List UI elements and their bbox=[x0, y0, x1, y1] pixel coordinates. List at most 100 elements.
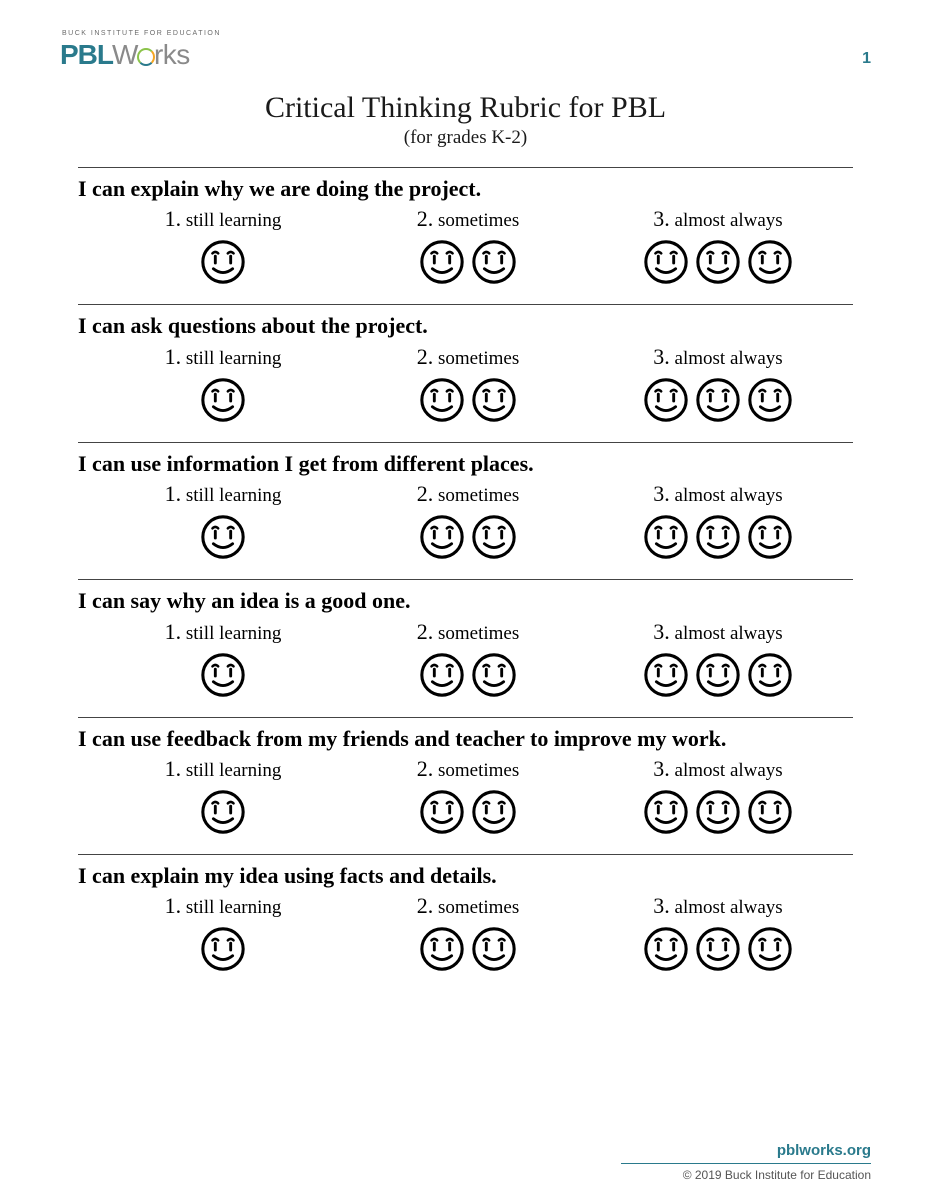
level-label: 1. still learning bbox=[108, 619, 338, 645]
faces-group bbox=[598, 513, 838, 561]
level-cell: 3. almost always bbox=[598, 481, 838, 561]
level-label: 3. almost always bbox=[598, 893, 838, 919]
smiley-icon bbox=[746, 651, 794, 699]
title-block: Critical Thinking Rubric for PBL (for gr… bbox=[60, 91, 871, 149]
faces-group bbox=[598, 238, 838, 286]
footer-url: pblworks.org bbox=[621, 1142, 871, 1164]
smiley-icon bbox=[642, 925, 690, 973]
faces-group bbox=[598, 925, 838, 973]
smiley-icon bbox=[418, 376, 466, 424]
level-label: 2. sometimes bbox=[338, 206, 598, 232]
faces-group bbox=[108, 788, 338, 836]
levels-row: 1. still learning2. sometimes3. almost a… bbox=[78, 206, 853, 286]
faces-group bbox=[598, 651, 838, 699]
faces-group bbox=[108, 925, 338, 973]
footer-copyright: © 2019 Buck Institute for Education bbox=[621, 1168, 871, 1182]
faces-group bbox=[108, 376, 338, 424]
level-cell: 2. sometimes bbox=[338, 344, 598, 424]
smiley-icon bbox=[694, 376, 742, 424]
smiley-icon bbox=[694, 651, 742, 699]
smiley-icon bbox=[746, 788, 794, 836]
smiley-icon bbox=[418, 513, 466, 561]
smiley-icon bbox=[470, 925, 518, 973]
page-subtitle: (for grades K-2) bbox=[60, 127, 871, 149]
criterion-title: I can explain my idea using facts and de… bbox=[78, 863, 853, 889]
level-cell: 2. sometimes bbox=[338, 619, 598, 699]
level-cell: 2. sometimes bbox=[338, 893, 598, 973]
level-cell: 2. sometimes bbox=[338, 756, 598, 836]
smiley-icon bbox=[418, 238, 466, 286]
smiley-icon bbox=[470, 513, 518, 561]
logo-text-pbl: PBL bbox=[60, 39, 113, 71]
level-label: 3. almost always bbox=[598, 344, 838, 370]
level-label: 1. still learning bbox=[108, 481, 338, 507]
level-cell: 3. almost always bbox=[598, 619, 838, 699]
faces-group bbox=[108, 651, 338, 699]
level-label: 2. sometimes bbox=[338, 893, 598, 919]
logo: BUCK INSTITUTE FOR EDUCATION PBLWrks bbox=[60, 30, 221, 71]
smiley-icon bbox=[694, 513, 742, 561]
level-cell: 1. still learning bbox=[108, 344, 338, 424]
criterion-title: I can say why an idea is a good one. bbox=[78, 588, 853, 614]
smiley-icon bbox=[199, 238, 247, 286]
faces-group bbox=[108, 513, 338, 561]
levels-row: 1. still learning2. sometimes3. almost a… bbox=[78, 344, 853, 424]
level-label: 3. almost always bbox=[598, 619, 838, 645]
level-cell: 1. still learning bbox=[108, 619, 338, 699]
smiley-icon bbox=[746, 238, 794, 286]
smiley-icon bbox=[694, 238, 742, 286]
logo-o-icon bbox=[137, 48, 155, 66]
criterion-title: I can use information I get from differe… bbox=[78, 451, 853, 477]
smiley-icon bbox=[470, 651, 518, 699]
level-cell: 2. sometimes bbox=[338, 481, 598, 561]
faces-group bbox=[598, 376, 838, 424]
smiley-icon bbox=[642, 788, 690, 836]
smiley-icon bbox=[642, 513, 690, 561]
level-cell: 2. sometimes bbox=[338, 206, 598, 286]
criterion-row: I can ask questions about the project. 1.… bbox=[78, 304, 853, 441]
smiley-icon bbox=[746, 925, 794, 973]
level-label: 1. still learning bbox=[108, 893, 338, 919]
level-label: 2. sometimes bbox=[338, 481, 598, 507]
criterion-row: I can explain my idea using facts and de… bbox=[78, 854, 853, 991]
level-label: 3. almost always bbox=[598, 481, 838, 507]
smiley-icon bbox=[418, 925, 466, 973]
footer: pblworks.org © 2019 Buck Institute for E… bbox=[621, 1142, 871, 1182]
faces-group bbox=[338, 651, 598, 699]
faces-group bbox=[338, 376, 598, 424]
level-label: 3. almost always bbox=[598, 756, 838, 782]
smiley-icon bbox=[470, 788, 518, 836]
level-label: 2. sometimes bbox=[338, 619, 598, 645]
criteria-list: I can explain why we are doing the proje… bbox=[60, 167, 871, 991]
page-header: BUCK INSTITUTE FOR EDUCATION PBLWrks 1 bbox=[60, 30, 871, 71]
faces-group bbox=[338, 788, 598, 836]
criterion-row: I can explain why we are doing the proje… bbox=[78, 167, 853, 304]
level-cell: 1. still learning bbox=[108, 481, 338, 561]
level-cell: 3. almost always bbox=[598, 344, 838, 424]
smiley-icon bbox=[199, 376, 247, 424]
criterion-row: I can use feedback from my friends and t… bbox=[78, 717, 853, 854]
logo-main: PBLWrks bbox=[60, 39, 221, 71]
levels-row: 1. still learning2. sometimes3. almost a… bbox=[78, 756, 853, 836]
smiley-icon bbox=[199, 788, 247, 836]
faces-group bbox=[598, 788, 838, 836]
smiley-icon bbox=[694, 788, 742, 836]
level-label: 2. sometimes bbox=[338, 344, 598, 370]
smiley-icon bbox=[746, 376, 794, 424]
level-label: 1. still learning bbox=[108, 344, 338, 370]
faces-group bbox=[108, 238, 338, 286]
smiley-icon bbox=[694, 925, 742, 973]
smiley-icon bbox=[642, 238, 690, 286]
levels-row: 1. still learning2. sometimes3. almost a… bbox=[78, 893, 853, 973]
page-number: 1 bbox=[862, 50, 871, 68]
level-cell: 3. almost always bbox=[598, 756, 838, 836]
smiley-icon bbox=[418, 788, 466, 836]
smiley-icon bbox=[199, 651, 247, 699]
smiley-icon bbox=[642, 376, 690, 424]
criterion-row: I can say why an idea is a good one. 1. s… bbox=[78, 579, 853, 716]
smiley-icon bbox=[470, 376, 518, 424]
criterion-title: I can ask questions about the project. bbox=[78, 313, 853, 339]
level-label: 1. still learning bbox=[108, 206, 338, 232]
levels-row: 1. still learning2. sometimes3. almost a… bbox=[78, 481, 853, 561]
logo-text-works: Wrks bbox=[112, 39, 190, 71]
